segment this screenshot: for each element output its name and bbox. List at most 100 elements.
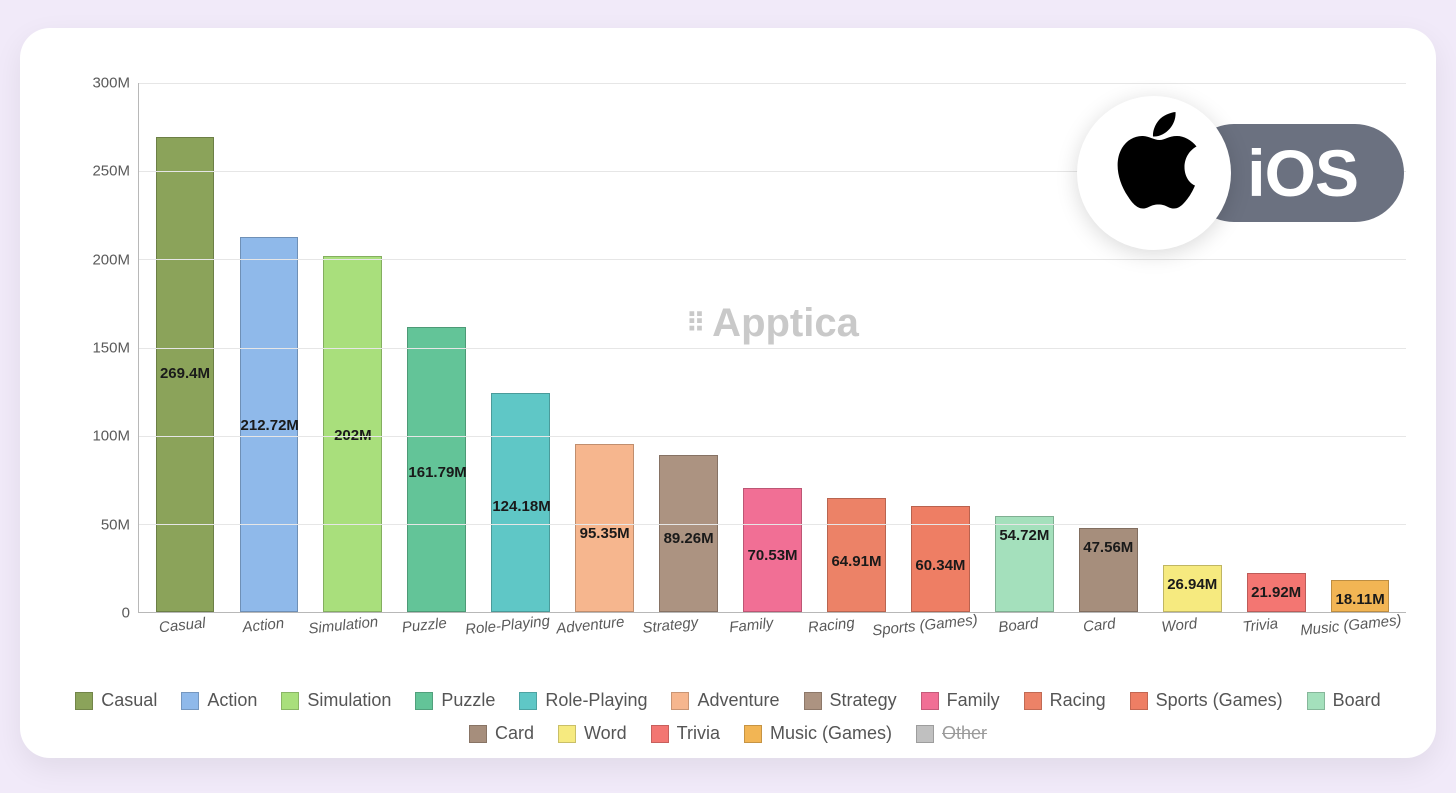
legend-label: Board: [1333, 690, 1381, 711]
bar[interactable]: 212.72M: [240, 237, 299, 612]
legend-swatch: [916, 725, 934, 743]
gridline: [139, 259, 1406, 260]
y-tick-label: 200M: [92, 251, 130, 268]
legend-item[interactable]: Card: [469, 723, 534, 744]
x-tick-label: Adventure: [549, 613, 631, 638]
x-tick-label: Casual: [141, 613, 223, 638]
bar-value-label: 95.35M: [576, 525, 633, 542]
legend-swatch: [469, 725, 487, 743]
legend-item[interactable]: Family: [921, 690, 1000, 711]
x-tick-label: Simulation: [303, 613, 385, 638]
x-tick-label: Racing: [791, 613, 873, 638]
legend-swatch: [181, 692, 199, 710]
x-tick-label: Family: [710, 613, 792, 638]
y-tick-label: 250M: [92, 163, 130, 180]
bar-value-label: 89.26M: [660, 530, 717, 547]
x-tick-label: Puzzle: [383, 613, 465, 638]
legend-swatch: [1130, 692, 1148, 710]
y-tick-label: 100M: [92, 428, 130, 445]
legend-item[interactable]: Simulation: [281, 690, 391, 711]
legend-item[interactable]: Casual: [75, 690, 157, 711]
legend-swatch: [651, 725, 669, 743]
legend-label: Other: [942, 723, 987, 744]
x-tick-label: Trivia: [1219, 613, 1301, 638]
bar-value-label: 64.91M: [828, 553, 885, 570]
legend-swatch: [671, 692, 689, 710]
y-axis: 050M100M150M200M250M300M: [78, 83, 136, 613]
chart-card: iOS 050M100M150M200M250M300M ⠿ Apptica 2…: [20, 28, 1436, 758]
legend-swatch: [921, 692, 939, 710]
legend-item[interactable]: Puzzle: [415, 690, 495, 711]
legend-item[interactable]: Board: [1307, 690, 1381, 711]
gridline: [139, 348, 1406, 349]
x-tick-label: Action: [222, 613, 304, 638]
x-tick-label: Card: [1058, 613, 1140, 638]
legend-label: Music (Games): [770, 723, 892, 744]
legend-swatch: [1024, 692, 1042, 710]
x-tick-label: Music (Games): [1300, 612, 1403, 640]
legend-item[interactable]: Strategy: [804, 690, 897, 711]
bar[interactable]: 202M: [323, 256, 382, 612]
legend-label: Adventure: [697, 690, 779, 711]
legend-item[interactable]: Adventure: [671, 690, 779, 711]
legend-item[interactable]: Word: [558, 723, 627, 744]
bar[interactable]: 269.4M: [156, 137, 215, 612]
legend-swatch: [744, 725, 762, 743]
legend-swatch: [75, 692, 93, 710]
legend-label: Puzzle: [441, 690, 495, 711]
bar[interactable]: 124.18M: [491, 393, 550, 612]
legend-swatch: [558, 725, 576, 743]
legend-label: Role-Playing: [545, 690, 647, 711]
x-tick-label: Sports (Games): [871, 612, 978, 640]
bar[interactable]: 161.79M: [407, 327, 466, 612]
bar[interactable]: 64.91M: [827, 498, 886, 612]
legend-item[interactable]: Racing: [1024, 690, 1106, 711]
bar-value-label: 47.56M: [1080, 539, 1137, 556]
legend-label: Racing: [1050, 690, 1106, 711]
bar-value-label: 54.72M: [996, 527, 1053, 544]
bar[interactable]: 70.53M: [743, 488, 802, 612]
x-tick-label: Board: [977, 613, 1059, 638]
gridline: [139, 524, 1406, 525]
bar-value-label: 26.94M: [1164, 576, 1221, 593]
legend-item[interactable]: Other: [916, 723, 987, 744]
y-tick-label: 50M: [101, 516, 130, 533]
legend-label: Card: [495, 723, 534, 744]
legend-label: Sports (Games): [1156, 690, 1283, 711]
bar[interactable]: 26.94M: [1163, 565, 1222, 613]
legend-label: Family: [947, 690, 1000, 711]
legend-item[interactable]: Music (Games): [744, 723, 892, 744]
bar[interactable]: 89.26M: [659, 455, 718, 612]
bar[interactable]: 60.34M: [911, 506, 970, 612]
platform-label: iOS: [1247, 135, 1358, 211]
y-tick-label: 300M: [92, 75, 130, 92]
legend-label: Action: [207, 690, 257, 711]
legend-item[interactable]: Action: [181, 690, 257, 711]
legend-item[interactable]: Role-Playing: [519, 690, 647, 711]
legend-swatch: [281, 692, 299, 710]
apple-logo-circle: [1077, 96, 1231, 250]
x-tick-label: Strategy: [630, 613, 712, 638]
legend-label: Simulation: [307, 690, 391, 711]
gridline: [139, 83, 1406, 84]
legend-label: Word: [584, 723, 627, 744]
bar[interactable]: 47.56M: [1079, 528, 1138, 612]
bar[interactable]: 54.72M: [995, 516, 1054, 612]
y-tick-label: 150M: [92, 340, 130, 357]
bar-value-label: 70.53M: [744, 547, 801, 564]
bar-value-label: 18.11M: [1332, 591, 1389, 608]
platform-badge: iOS: [1031, 96, 1404, 250]
bar[interactable]: 95.35M: [575, 444, 634, 612]
legend-item[interactable]: Sports (Games): [1130, 690, 1283, 711]
bar[interactable]: 18.11M: [1331, 580, 1390, 612]
legend-item[interactable]: Trivia: [651, 723, 720, 744]
gridline: [139, 436, 1406, 437]
apple-logo-icon: [1111, 112, 1197, 234]
bar-value-label: 212.72M: [241, 417, 298, 434]
bar[interactable]: 21.92M: [1247, 573, 1306, 612]
bar-value-label: 21.92M: [1248, 584, 1305, 601]
legend-label: Casual: [101, 690, 157, 711]
legend-swatch: [415, 692, 433, 710]
x-tick-label: Role-Playing: [464, 613, 550, 639]
legend-label: Strategy: [830, 690, 897, 711]
